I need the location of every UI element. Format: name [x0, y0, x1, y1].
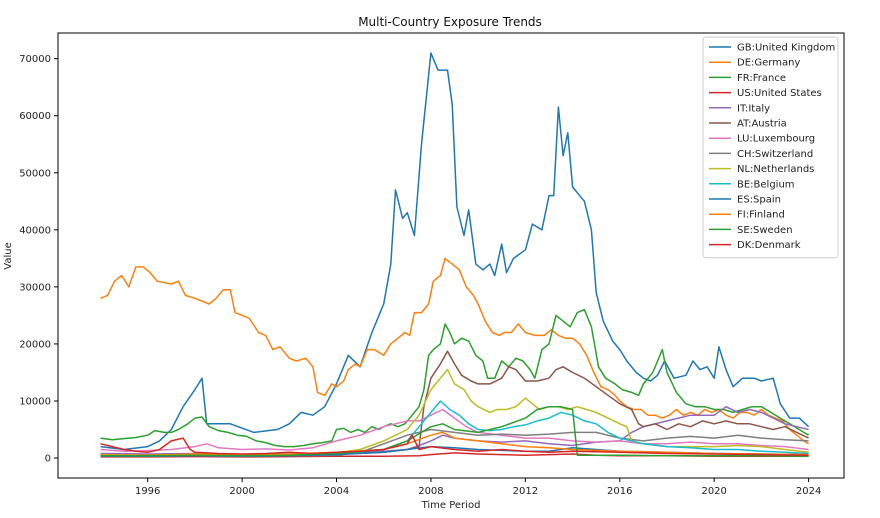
- legend-label-4: IT:Italy: [737, 103, 770, 114]
- y-tick-label-6: 60000: [19, 111, 51, 122]
- legend-label-1: DE:Germany: [737, 58, 800, 69]
- x-tick-label-4: 2012: [513, 486, 538, 497]
- legend-label-6: LU:Luxembourg: [737, 134, 815, 145]
- x-tick-label-5: 2016: [607, 486, 632, 497]
- plot-area: [100, 52, 810, 458]
- x-axis-label: Time Period: [421, 500, 481, 511]
- y-axis-label: Value: [3, 242, 14, 269]
- chart-title: Multi-Country Exposure Trends: [358, 15, 542, 29]
- legend-label-7: CH:Switzerland: [737, 149, 813, 160]
- legend-label-0: GB:United Kingdom: [737, 43, 835, 54]
- y-tick-label-2: 20000: [19, 339, 51, 350]
- legend-label-11: FI:Finland: [737, 210, 785, 221]
- y-tick-label-3: 30000: [19, 282, 51, 293]
- legend-label-13: DK:Denmark: [737, 240, 801, 251]
- x-tick-label-7: 2024: [796, 486, 821, 497]
- legend: GB:United Kingdom DE:Germany FR:France US:U…: [702, 36, 839, 259]
- series-line-5: [100, 350, 809, 457]
- y-tick-label-7: 70000: [19, 54, 51, 65]
- plot-frame: [57, 32, 845, 479]
- legend-label-2: FR:France: [737, 73, 786, 84]
- x-tick-label-6: 2020: [701, 486, 726, 497]
- legend-label-9: BE:Belgium: [737, 179, 795, 190]
- legend-box: [702, 36, 839, 259]
- x-tick-label-0: 1996: [135, 486, 160, 497]
- x-tick-label-2: 2004: [324, 486, 349, 497]
- legend-label-3: US:United States: [737, 88, 822, 99]
- legend-label-10: ES:Spain: [737, 195, 781, 206]
- series-line-0: [100, 52, 810, 451]
- legend-label-8: NL:Netherlands: [737, 164, 814, 175]
- series-line-6: [100, 408, 809, 452]
- y-tick-label-1: 10000: [19, 396, 51, 407]
- x-tick-label-1: 2000: [229, 486, 254, 497]
- series-line-12: [100, 405, 809, 458]
- series-line-13: [100, 434, 809, 456]
- legend-label-5: AT:Austria: [737, 119, 787, 130]
- y-tick-label-0: 0: [45, 454, 51, 465]
- x-tick-label-3: 2008: [418, 486, 443, 497]
- legend-label-12: SE:Sweden: [737, 225, 793, 236]
- y-tick-label-5: 50000: [19, 168, 51, 179]
- axes: 1996 2000 2004 2008 2012 2016 2020 2024 0 10000 20…: [19, 54, 821, 497]
- series-line-1: [100, 257, 809, 445]
- series-line-2: [100, 308, 809, 448]
- y-tick-label-4: 40000: [19, 225, 51, 236]
